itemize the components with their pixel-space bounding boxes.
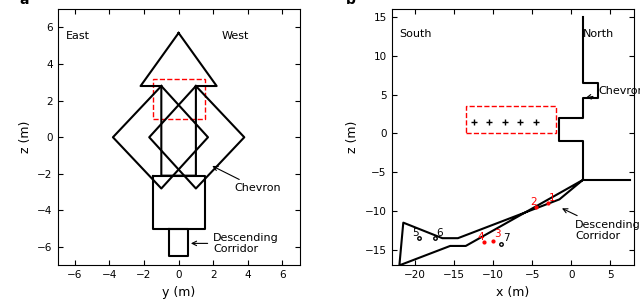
X-axis label: y (m): y (m) (162, 286, 195, 299)
Text: 1: 1 (549, 193, 556, 203)
Text: South: South (399, 29, 432, 38)
Text: 3: 3 (495, 229, 501, 239)
Text: 2: 2 (530, 197, 536, 207)
Text: b: b (346, 0, 355, 7)
Text: East: East (67, 31, 90, 41)
Text: 5: 5 (413, 228, 419, 238)
Text: 7: 7 (503, 233, 510, 243)
Text: North: North (583, 29, 614, 38)
Text: West: West (222, 31, 249, 41)
Text: 6: 6 (436, 228, 443, 238)
Bar (466, 106, 556, 133)
Y-axis label: z (m): z (m) (19, 121, 32, 153)
Text: 4: 4 (477, 232, 484, 242)
Text: a: a (19, 0, 29, 7)
X-axis label: x (m): x (m) (496, 286, 529, 299)
Text: Chevron: Chevron (213, 167, 280, 193)
Text: Chevron: Chevron (587, 86, 640, 99)
Bar (153, 79, 205, 119)
Text: Descending
Corridor: Descending Corridor (192, 233, 279, 254)
Y-axis label: z (m): z (m) (346, 121, 359, 153)
Text: Descending
Corridor: Descending Corridor (563, 209, 640, 241)
